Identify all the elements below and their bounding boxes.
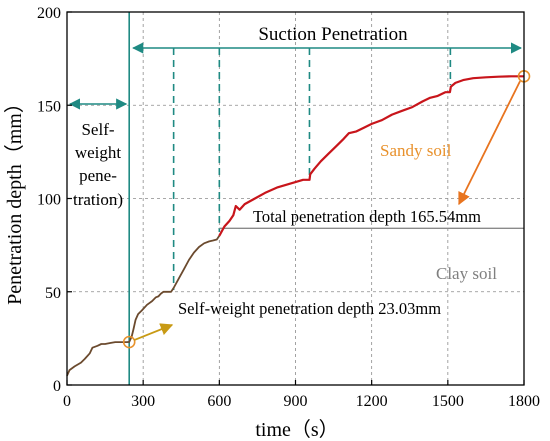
phase-annotations	[68, 12, 524, 385]
y-axis-title: Penetration depth（mm）	[3, 93, 26, 305]
x-tick-label: 900	[284, 393, 308, 410]
self-weight-line-2: weight	[75, 143, 122, 162]
x-tick-label: 1800	[508, 393, 540, 410]
x-tick-label: 300	[131, 393, 155, 410]
series	[66, 75, 524, 377]
series-line-sandy	[218, 75, 524, 237]
total-depth-label: Total penetration depth 165.54mm	[253, 207, 481, 226]
x-tick-label: 1200	[356, 393, 388, 410]
suction-penetration-label: Suction Penetration	[258, 24, 408, 45]
data-point-marker	[122, 335, 136, 349]
y-tick-label: 200	[37, 5, 61, 22]
self-weight-pointer-arrow	[133, 323, 174, 341]
grid	[67, 12, 524, 385]
self-weight-label: Self- weight pene- tration)	[73, 120, 123, 209]
y-tick-label: 100	[37, 192, 61, 209]
y-tick-label: 0	[53, 378, 61, 395]
x-tick-label: 0	[63, 393, 71, 410]
sandy-soil-label: Sandy soil	[380, 141, 452, 160]
self-weight-line-3: pene-	[79, 166, 117, 185]
axes: 0 300 600 900 1200 1500 1800 0 50 100 150 200	[37, 5, 540, 410]
y-tick-label: 150	[37, 98, 61, 115]
x-tick-label: 600	[207, 393, 231, 410]
self-weight-depth-label: Self-weight penetration depth 23.03mm	[178, 299, 441, 318]
series-line-clay	[66, 235, 221, 377]
sandy-pointer-arrow	[458, 80, 521, 206]
x-axis-title: time（s）	[255, 418, 338, 441]
y-tick-label: 50	[45, 285, 61, 302]
self-weight-line-4: tration)	[73, 190, 123, 209]
x-tick-label: 1500	[432, 393, 464, 410]
clay-soil-label: Clay soil	[436, 264, 497, 283]
self-weight-line-1: Self-	[81, 120, 114, 139]
